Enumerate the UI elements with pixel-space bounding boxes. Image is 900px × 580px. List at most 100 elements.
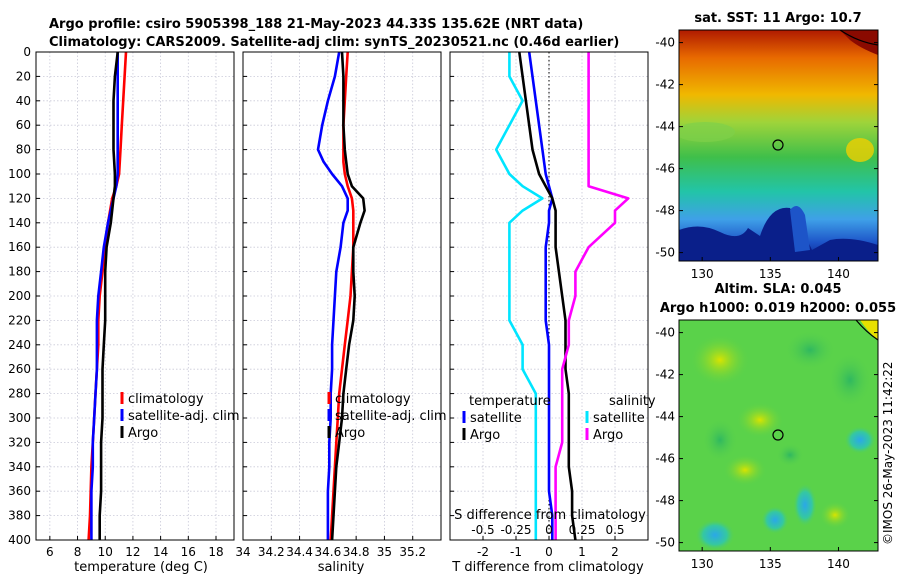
depth-tick-label: 100 bbox=[8, 167, 31, 181]
map-y-tick-label: -50 bbox=[655, 246, 675, 260]
x-tick-label: 12 bbox=[125, 545, 140, 559]
depth-tick-label: 140 bbox=[8, 216, 31, 230]
difference-x2label: S difference from climatology bbox=[454, 508, 646, 523]
map-x-tick-label: 130 bbox=[691, 267, 714, 281]
sla-map-yticks: -40 -42 -44 -46 -48 -50 bbox=[655, 326, 878, 550]
depth-tick-label: 300 bbox=[8, 411, 31, 425]
x-tick-label: 14 bbox=[153, 545, 168, 559]
depth-tick-label: 320 bbox=[8, 435, 31, 449]
depth-tick-label: 80 bbox=[16, 143, 31, 157]
depth-tick-label: 280 bbox=[8, 387, 31, 401]
legend-label: climatology bbox=[335, 392, 411, 407]
legend-label: satellite bbox=[593, 411, 645, 426]
difference-xlabel: T difference from climatology bbox=[451, 560, 644, 575]
series-line-satellite-adj-clim bbox=[90, 52, 119, 540]
x-tick-label: 16 bbox=[181, 545, 196, 559]
map-y-tick-label: -40 bbox=[655, 36, 675, 50]
sla-map-xticks: 130 135 140 bbox=[691, 547, 850, 571]
x2-tick-label: -0.25 bbox=[500, 523, 531, 537]
series-line-argo bbox=[98, 51, 119, 540]
x2-tick-label: 0 bbox=[545, 523, 553, 537]
series-line-argo bbox=[330, 51, 366, 541]
series-line-satellite-adj-clim bbox=[316, 51, 350, 540]
depth-tick-label: 180 bbox=[8, 265, 31, 279]
x-tick-label: 34.2 bbox=[258, 545, 285, 559]
map-y-tick-label: -42 bbox=[655, 368, 675, 382]
x-tick-label: 6 bbox=[46, 545, 54, 559]
x2-tick-label: -0.5 bbox=[471, 523, 494, 537]
sst-map-xticks: 130 135 140 bbox=[691, 257, 850, 281]
map-y-tick-label: -48 bbox=[655, 204, 675, 218]
depth-tick-label: 60 bbox=[16, 118, 31, 132]
map-y-tick-label: -50 bbox=[655, 536, 675, 550]
legend-label: Argo bbox=[470, 428, 500, 443]
copyright-note: ©IMOS 26-May-2023 11:42:22 bbox=[881, 361, 895, 545]
x-tick-label: 35 bbox=[377, 545, 392, 559]
sst-map: sat. SST: 11 Argo: 10.7 -40-42-44-46-48-… bbox=[655, 11, 879, 281]
series-line-salinity-satellite bbox=[494, 52, 544, 540]
map-y-tick-label: -44 bbox=[655, 120, 675, 134]
x-tick-label: 35.2 bbox=[399, 545, 426, 559]
depth-tick-label: 260 bbox=[8, 362, 31, 376]
depth-tick-label: 0 bbox=[23, 45, 31, 59]
depth-tick-label: 240 bbox=[8, 338, 31, 352]
sst-map-title: sat. SST: 11 Argo: 10.7 bbox=[694, 11, 861, 26]
sla-map-title-line1: Altim. SLA: 0.045 bbox=[715, 282, 842, 297]
axes-frame bbox=[449, 51, 649, 541]
x-tick-label: 8 bbox=[74, 545, 82, 559]
depth-tick-label: 380 bbox=[8, 509, 31, 523]
sla-map: Altim. SLA: 0.045 Argo h1000: 0.019 h200… bbox=[655, 282, 896, 571]
map-x-tick-label: 140 bbox=[827, 267, 850, 281]
map-x-tick-label: 130 bbox=[691, 557, 714, 571]
axes-frame bbox=[35, 51, 235, 541]
sla-argo-location bbox=[772, 429, 784, 441]
depth-tick-label: 200 bbox=[8, 289, 31, 303]
legend-label: satellite-adj. clim bbox=[128, 409, 240, 424]
x-tick-label: 34.6 bbox=[314, 545, 341, 559]
series-line-temperature-argo bbox=[518, 51, 577, 541]
legend-label: climatology bbox=[128, 392, 204, 407]
sst-argo-location bbox=[772, 139, 784, 151]
depth-tick-label: 400 bbox=[8, 533, 31, 547]
x-tick-label: 10 bbox=[98, 545, 113, 559]
legend-label: satellite-adj. clim bbox=[335, 409, 447, 424]
sst-map-yticks: -40 -42 -44 -46 -48 -50 bbox=[655, 36, 878, 260]
x-tick-label: 18 bbox=[208, 545, 223, 559]
legend-title-salinity: salinity bbox=[609, 394, 656, 409]
depth-tick-label: 120 bbox=[8, 191, 31, 205]
depth-tick-label: 40 bbox=[16, 94, 31, 108]
x-tick-label: 0 bbox=[545, 545, 553, 559]
depth-tick-label: 160 bbox=[8, 240, 31, 254]
temperature-panel: 6 8 10 12 14 16 180204060801001201401601802002… bbox=[8, 45, 240, 559]
legend-label: Argo bbox=[128, 426, 158, 441]
figure-title-line2: Climatology: CARS2009. Satellite-adj cli… bbox=[49, 35, 619, 50]
map-x-tick-label: 135 bbox=[759, 557, 782, 571]
map-y-tick-label: -46 bbox=[655, 452, 675, 466]
x-tick-label: 34.8 bbox=[343, 545, 370, 559]
x-tick-label: -1 bbox=[510, 545, 522, 559]
x2-tick-label: 0.5 bbox=[605, 523, 624, 537]
map-y-tick-label: -44 bbox=[655, 410, 675, 424]
map-x-tick-label: 135 bbox=[759, 267, 782, 281]
legend-label: Argo bbox=[335, 426, 365, 441]
depth-tick-label: 220 bbox=[8, 313, 31, 327]
map-y-tick-label: -46 bbox=[655, 162, 675, 176]
x-tick-label: 34 bbox=[235, 545, 250, 559]
x-tick-label: 2 bbox=[611, 545, 619, 559]
sla-map-title-line2: Argo h1000: 0.019 h2000: 0.055 bbox=[660, 301, 896, 316]
x-tick-label: -2 bbox=[477, 545, 489, 559]
legend-label: satellite bbox=[470, 411, 522, 426]
depth-tick-label: 340 bbox=[8, 460, 31, 474]
axes-frame bbox=[242, 51, 442, 541]
difference-panel: -2 -1 0 1 2 temperature salinity satellite Argo s… bbox=[449, 51, 656, 559]
map-y-tick-label: -42 bbox=[655, 78, 675, 92]
figure-title-line1: Argo profile: csiro 5905398_188 21-May-2… bbox=[49, 17, 583, 32]
salinity-xlabel: salinity bbox=[318, 560, 365, 575]
legend-label: Argo bbox=[593, 428, 623, 443]
series-line-temperature-satellite bbox=[527, 51, 554, 540]
map-y-tick-label: -40 bbox=[655, 326, 675, 340]
legend-title-temperature: temperature bbox=[469, 394, 551, 409]
depth-tick-label: 360 bbox=[8, 484, 31, 498]
x-tick-label: 1 bbox=[578, 545, 586, 559]
